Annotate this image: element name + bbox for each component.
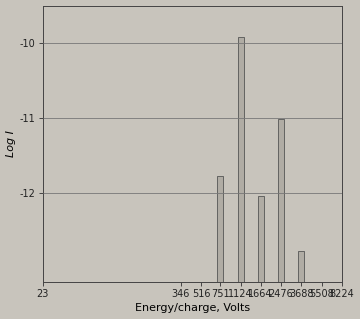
Bar (278, 119, 284, 282)
Bar (257, 196, 264, 282)
Bar (298, 251, 304, 282)
Bar (217, 176, 223, 282)
X-axis label: Energy/charge, Volts: Energy/charge, Volts (135, 303, 250, 314)
Y-axis label: Log I: Log I (5, 130, 15, 157)
Bar (238, 37, 244, 282)
